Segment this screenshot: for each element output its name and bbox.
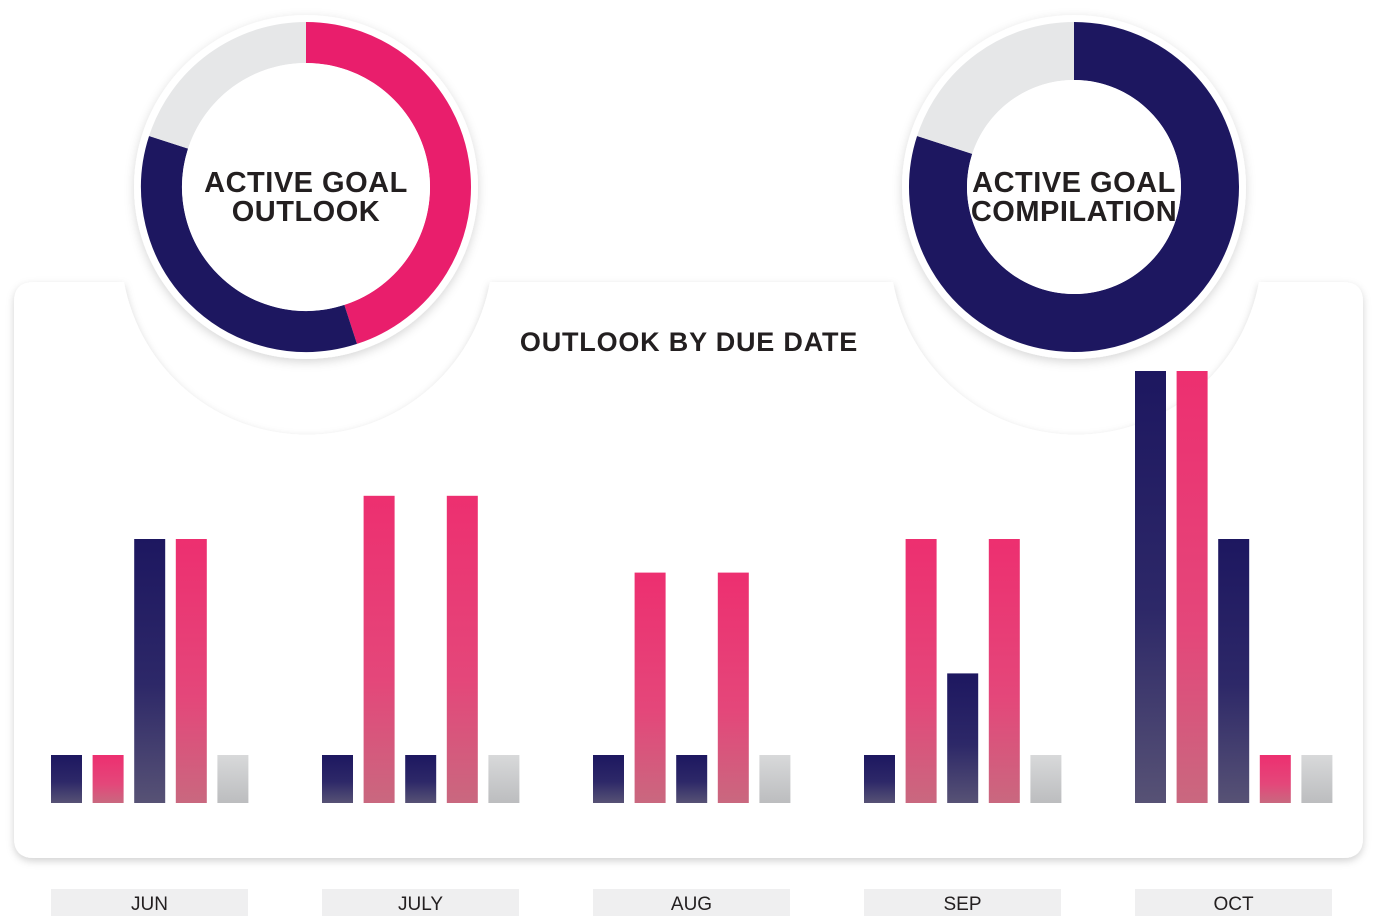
bar-group-oct bbox=[1135, 371, 1333, 803]
donut-ring bbox=[141, 22, 471, 352]
bar-july-2 bbox=[363, 495, 395, 803]
bar-jun-3 bbox=[134, 539, 166, 803]
month-label-jun: JUN bbox=[131, 894, 168, 915]
bar-oct-3 bbox=[1218, 539, 1250, 803]
chart-title: OUTLOOK BY DUE DATE bbox=[520, 327, 858, 357]
bar-group-aug bbox=[593, 572, 791, 803]
bar-groups bbox=[51, 371, 1333, 803]
month-label-oct: OCT bbox=[1213, 894, 1254, 915]
bar-aug-4 bbox=[717, 572, 749, 803]
month-label-sep: SEP bbox=[943, 894, 981, 915]
donut-center bbox=[182, 63, 430, 311]
bar-aug-3 bbox=[676, 755, 708, 803]
bar-july-3 bbox=[405, 755, 437, 803]
donut-active-goal-outlook: ACTIVE GOAL OUTLOOK bbox=[134, 15, 478, 359]
bar-aug-1 bbox=[593, 755, 624, 803]
donut-active-goal-compilation: ACTIVE GOAL COMPILATION bbox=[902, 15, 1246, 359]
bar-jun-4 bbox=[175, 539, 207, 803]
donut-title-line1: ACTIVE GOAL bbox=[972, 167, 1176, 199]
donut-segment-pink bbox=[305, 22, 471, 344]
month-label-bg-july bbox=[322, 889, 519, 916]
donut-segment-navy bbox=[141, 136, 357, 352]
bar-jun-2 bbox=[92, 755, 124, 803]
bar-oct-4 bbox=[1259, 755, 1291, 803]
bar-jun-1 bbox=[51, 755, 82, 803]
month-label-bg-oct bbox=[1135, 889, 1332, 916]
donut-ring bbox=[909, 22, 1239, 352]
month-label-bg-aug bbox=[593, 889, 790, 916]
bar-sep-5 bbox=[1030, 755, 1062, 803]
month-label-aug: AUG bbox=[671, 894, 712, 915]
bar-sep-3 bbox=[947, 673, 979, 803]
month-label-july: JULY bbox=[398, 894, 443, 915]
donut-title-line1: ACTIVE GOAL bbox=[204, 167, 408, 199]
bar-aug-5 bbox=[759, 755, 791, 803]
bar-group-sep bbox=[864, 539, 1062, 803]
bar-july-1 bbox=[322, 755, 353, 803]
bar-group-jun bbox=[51, 539, 249, 803]
bar-sep-4 bbox=[988, 539, 1020, 803]
bar-group-july bbox=[322, 495, 520, 803]
donut-center bbox=[967, 80, 1181, 294]
donut-segment-gray bbox=[149, 22, 307, 150]
bar-july-5 bbox=[488, 755, 520, 803]
bar-oct-5 bbox=[1301, 755, 1333, 803]
donut-title-line2: COMPILATION bbox=[971, 196, 1177, 228]
bar-july-4 bbox=[446, 495, 478, 803]
donut-segment-gray bbox=[917, 22, 1075, 155]
bar-jun-5 bbox=[217, 755, 249, 803]
month-labels: JUN JULY AUG SEP OCT bbox=[51, 889, 1332, 916]
bar-sep-1 bbox=[864, 755, 895, 803]
bar-oct-2 bbox=[1176, 371, 1208, 803]
month-label-bg-jun bbox=[51, 889, 248, 916]
bar-oct-1 bbox=[1135, 371, 1166, 803]
donut-segment-navy bbox=[909, 22, 1239, 352]
bar-aug-2 bbox=[634, 572, 666, 803]
month-label-bg-sep bbox=[864, 889, 1061, 916]
bar-sep-2 bbox=[905, 539, 937, 803]
donut-title-line2: OUTLOOK bbox=[232, 196, 381, 228]
chart-card bbox=[14, 282, 1363, 858]
